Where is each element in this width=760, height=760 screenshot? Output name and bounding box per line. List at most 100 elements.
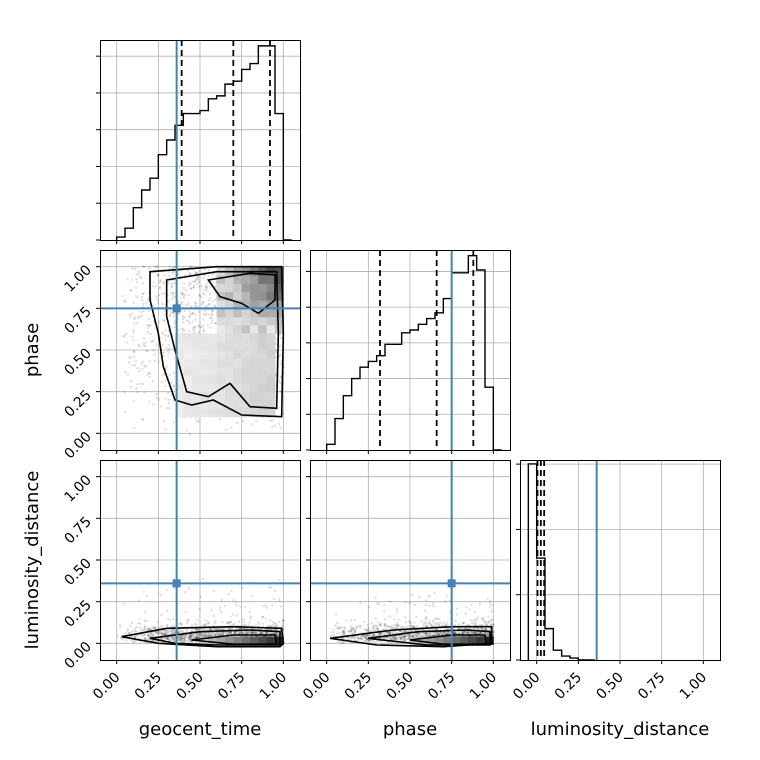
density-cell: [216, 316, 226, 326]
sample-point: [191, 636, 194, 639]
sample-point: [478, 631, 482, 634]
sample-point: [192, 326, 195, 330]
sample-point: [238, 631, 242, 634]
sample-point: [210, 316, 213, 320]
sample-point: [193, 280, 197, 283]
sample-point: [143, 633, 146, 637]
sample-point: [430, 624, 433, 627]
sample-point: [191, 320, 194, 323]
sample-point: [234, 632, 237, 635]
sample-point: [151, 634, 154, 638]
sample-point: [241, 419, 245, 423]
sample-point: [236, 421, 239, 425]
sample-point: [172, 617, 175, 621]
sample-point: [468, 627, 471, 630]
sample-point: [151, 315, 154, 318]
sample-point: [388, 600, 392, 603]
sample-point: [342, 631, 345, 634]
x-tick-label: 1.00: [677, 670, 710, 703]
sample-point: [145, 594, 149, 598]
sample-point: [360, 634, 364, 638]
sample-point: [485, 633, 488, 636]
sample-point: [190, 637, 193, 640]
sample-point: [197, 634, 200, 637]
sample-point: [392, 636, 395, 639]
density-cell: [183, 408, 193, 418]
density-cell: [191, 333, 201, 343]
density-cell: [250, 300, 259, 309]
density-cell: [250, 316, 259, 326]
sample-point: [383, 636, 386, 640]
sample-point: [484, 622, 487, 625]
sample-point: [349, 630, 353, 633]
sample-point: [168, 406, 171, 410]
sample-point: [472, 620, 476, 623]
sample-point: [349, 619, 353, 622]
sample-point: [191, 312, 194, 315]
sample-point: [193, 329, 196, 333]
sample-point: [213, 627, 216, 631]
sample-point: [162, 351, 166, 354]
sample-point: [204, 634, 208, 637]
sample-point: [153, 353, 156, 356]
sample-point: [400, 626, 403, 629]
sample-point: [207, 303, 210, 306]
sample-point: [183, 282, 186, 286]
sample-point: [379, 633, 382, 636]
sample-point: [172, 371, 175, 375]
sample-point: [338, 631, 341, 634]
xlabel-geocent-time: geocent_time: [139, 719, 262, 740]
sample-point: [163, 637, 166, 640]
sample-point: [179, 634, 182, 638]
sample-point: [464, 605, 468, 609]
sample-point: [133, 426, 136, 430]
sample-point: [181, 291, 184, 294]
sample-point: [179, 639, 182, 643]
sample-point: [172, 265, 176, 268]
sample-point: [447, 631, 451, 634]
density-cell: [443, 636, 453, 645]
sample-point: [153, 359, 157, 363]
sample-point: [169, 311, 173, 314]
sample-point: [166, 636, 169, 640]
sample-point: [248, 621, 251, 624]
sample-point: [229, 631, 233, 635]
sample-point: [210, 627, 214, 631]
sample-point: [198, 325, 201, 328]
sample-point: [165, 632, 168, 635]
sample-point: [132, 640, 135, 643]
sample-point: [275, 623, 278, 627]
density-cell: [258, 291, 268, 301]
sample-point: [408, 601, 411, 605]
sample-point: [400, 636, 404, 640]
sample-point: [162, 282, 165, 285]
density-cell: [183, 333, 193, 343]
sample-point: [273, 589, 277, 593]
sample-point: [409, 634, 412, 638]
sample-point: [142, 302, 145, 306]
y-tick-label: 0.00: [61, 429, 94, 462]
sample-point: [187, 319, 190, 323]
sample-point: [199, 595, 202, 599]
sample-point: [199, 632, 203, 635]
sample-point: [261, 615, 265, 619]
sample-point: [166, 335, 170, 338]
scatter-points: [329, 591, 495, 645]
sample-point: [162, 333, 165, 336]
x-tick-label: 1.00: [257, 670, 290, 703]
sample-point: [482, 617, 485, 620]
sample-point: [207, 633, 210, 636]
sample-point: [155, 396, 159, 400]
sample-point: [388, 631, 392, 634]
sample-point: [168, 373, 171, 377]
sample-point: [271, 604, 274, 607]
sample-point: [146, 627, 149, 630]
sample-point: [372, 625, 375, 629]
sample-point: [438, 624, 441, 627]
sample-point: [166, 629, 169, 632]
sample-point: [188, 265, 191, 268]
density-cell: [460, 636, 469, 645]
sample-point: [231, 623, 234, 626]
sample-point: [413, 625, 417, 629]
sample-point: [179, 636, 182, 640]
